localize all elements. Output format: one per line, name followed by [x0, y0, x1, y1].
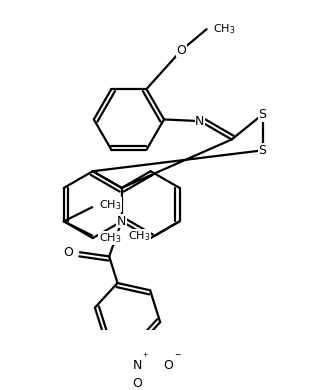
Text: O: O [176, 44, 187, 57]
Text: N: N [117, 215, 126, 228]
Text: O: O [63, 246, 73, 259]
Text: CH$_3$: CH$_3$ [99, 231, 121, 245]
Text: CH$_3$: CH$_3$ [128, 229, 150, 243]
Text: $^-$: $^-$ [173, 353, 182, 363]
Text: S: S [258, 144, 267, 157]
Text: $^+$: $^+$ [141, 353, 149, 363]
Text: O: O [163, 359, 173, 372]
Text: CH$_3$: CH$_3$ [99, 198, 121, 211]
Text: S: S [258, 108, 267, 121]
Text: O: O [133, 377, 142, 390]
Text: N: N [195, 115, 205, 128]
Text: CH$_3$: CH$_3$ [213, 22, 236, 36]
Text: N: N [133, 359, 142, 372]
